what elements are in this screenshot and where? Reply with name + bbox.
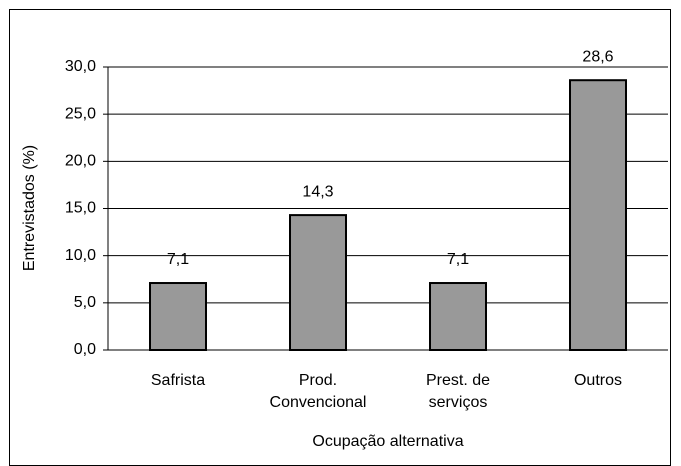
data-label: 14,3	[302, 183, 333, 200]
y-axis-label: Entrevistados (%)	[21, 145, 38, 271]
y-tick-label: 5,0	[74, 294, 96, 311]
bar	[149, 282, 207, 352]
y-tick-label: 25,0	[65, 105, 96, 122]
data-label: 28,6	[582, 48, 613, 65]
x-tick-label: Safrista	[151, 372, 205, 389]
x-tick-label: Prod. Convencional	[270, 372, 367, 411]
x-tick-label: Prest. de serviços	[426, 372, 490, 411]
y-tick-label: 10,0	[65, 247, 96, 264]
x-tick-label: Outros	[574, 372, 622, 389]
data-label: 7,1	[167, 251, 189, 268]
y-tick-label: 15,0	[65, 200, 96, 217]
data-label: 7,1	[447, 251, 469, 268]
y-tick-label: 30,0	[65, 58, 96, 75]
bar	[289, 214, 347, 351]
y-tick-label: 0,0	[74, 341, 96, 358]
y-tick-label: 20,0	[65, 153, 96, 170]
bar	[569, 79, 627, 351]
bar	[429, 282, 487, 352]
x-axis-label: Ocupação alternativa	[312, 433, 463, 450]
